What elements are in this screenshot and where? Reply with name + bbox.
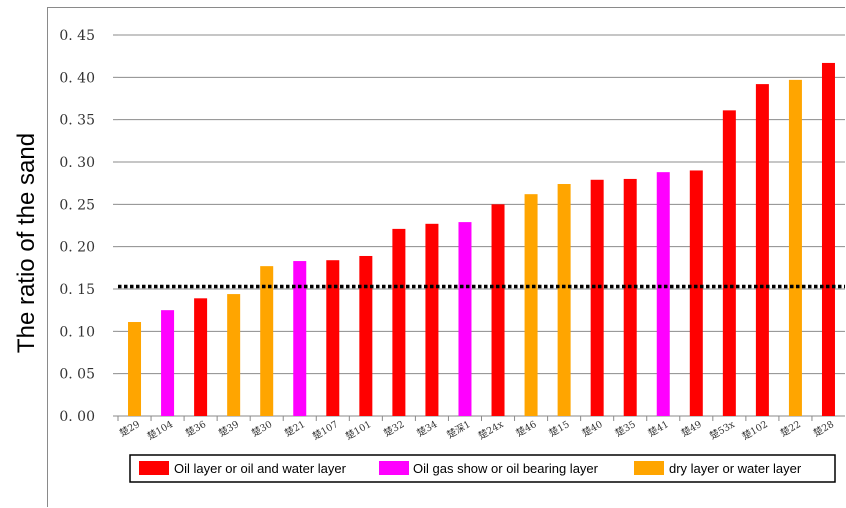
x-tick-label: 楚41 <box>646 418 671 439</box>
x-tick-label: 楚30 <box>250 418 275 439</box>
x-tick-label: 楚22 <box>778 418 803 439</box>
chart-frame <box>47 7 845 507</box>
y-tick-label: 0. 30 <box>59 155 95 171</box>
bar <box>326 260 340 416</box>
y-tick-label: 0. 25 <box>59 197 95 213</box>
x-tick-labels: 楚29 楚104 楚36 楚39 楚30 楚21 楚107 楚101 楚32 楚34 楚深1 楚24x… <box>117 418 836 443</box>
bar <box>161 310 175 416</box>
y-tick-label: 0. 45 <box>59 28 95 44</box>
x-tick-label: 楚39 <box>216 418 241 439</box>
y-tick-label: 0. 40 <box>59 70 95 86</box>
legend-label-oil: Oil layer or oil and water layer <box>174 461 347 476</box>
bar <box>755 84 769 417</box>
legend-swatch-oil <box>139 461 169 475</box>
y-tick-label: 0. 20 <box>59 240 95 256</box>
bar <box>788 79 802 416</box>
x-tick-label: 楚24x <box>476 418 506 442</box>
x-tick-label: 楚49 <box>679 418 704 439</box>
y-tick-label: 0. 15 <box>59 282 95 298</box>
legend-box <box>129 454 836 483</box>
y-tick-label: 0. 05 <box>59 367 95 383</box>
bar <box>590 179 604 416</box>
bars <box>128 62 835 417</box>
bar <box>722 110 736 416</box>
legend-swatch-dry <box>634 461 664 475</box>
x-tick-label: 楚29 <box>117 418 142 439</box>
bar <box>227 294 241 416</box>
y-tick-label: 0. 00 <box>59 409 95 425</box>
x-tick-label: 楚35 <box>613 418 638 439</box>
x-tick-label: 楚32 <box>382 418 407 439</box>
legend-swatch-show <box>379 461 409 475</box>
x-tick-label: 楚40 <box>580 418 605 439</box>
x-tick-label: 楚53x <box>707 418 737 442</box>
bar <box>293 261 307 416</box>
y-tick-labels: 0. 00 0. 05 0. 10 0. 15 0. 20 0. 25 0. 30 0. 35… <box>59 28 95 425</box>
x-tick-label: 楚46 <box>514 418 539 439</box>
bar <box>689 170 703 416</box>
x-tick-label: 楚28 <box>811 418 836 439</box>
bar <box>359 255 373 416</box>
y-tick-label: 0. 10 <box>59 324 95 340</box>
x-tick-label: 楚21 <box>283 418 308 439</box>
bar <box>458 222 472 416</box>
x-tick-label: 楚34 <box>415 418 440 439</box>
bar <box>128 322 142 416</box>
bar <box>821 62 835 416</box>
x-tick-label: 楚36 <box>183 418 208 439</box>
bar <box>425 223 439 416</box>
bar <box>524 194 538 416</box>
y-axis-label: The ratio of the sand <box>13 133 40 353</box>
bar <box>491 204 505 416</box>
bar <box>557 184 571 416</box>
bar <box>656 172 670 416</box>
legend-label-show: Oil gas show or oil bearing layer <box>413 461 599 476</box>
bar <box>194 298 208 416</box>
x-tick-label: 楚102 <box>740 418 770 442</box>
y-tick-label: 0. 35 <box>59 113 95 129</box>
x-tick-label: 楚101 <box>343 418 373 442</box>
legend: Oil layer or oil and water layer Oil gas … <box>129 454 836 483</box>
x-tick-label: 楚深1 <box>445 418 473 441</box>
x-tick-label: 楚104 <box>145 418 175 442</box>
x-tick-label: 楚107 <box>310 418 340 442</box>
bar <box>392 228 406 416</box>
bar <box>623 178 637 416</box>
x-tick-label: 楚15 <box>547 418 572 439</box>
bar <box>260 266 274 416</box>
legend-label-dry: dry layer or water layer <box>669 461 802 476</box>
